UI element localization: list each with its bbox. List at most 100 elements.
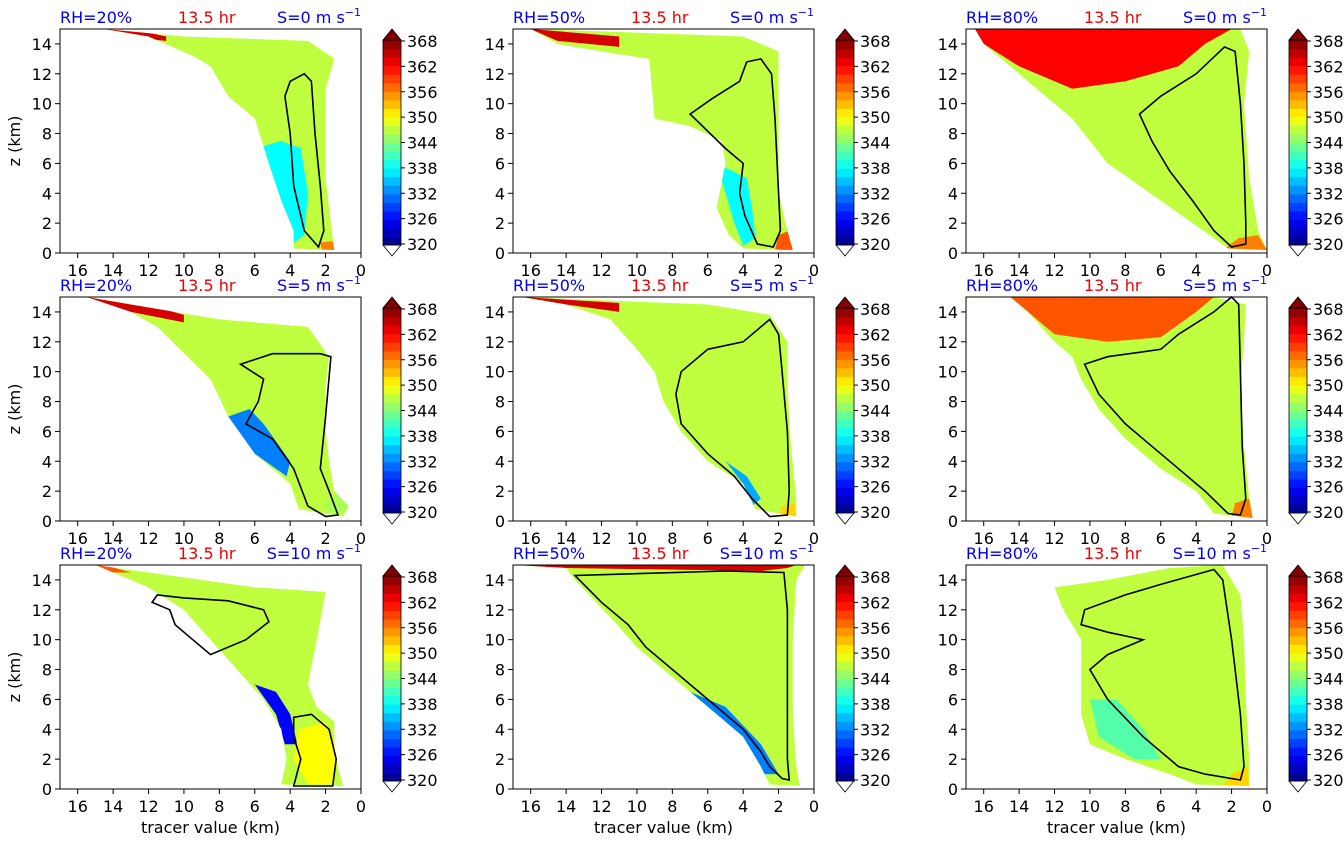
colorbar-level: [383, 57, 401, 67]
y-tick-label: 12: [938, 65, 958, 84]
y-tick-label: 0: [495, 780, 505, 799]
colorbar-level: [1289, 610, 1307, 620]
colorbar-tick-label: 362: [860, 325, 891, 344]
colorbar-level: [836, 738, 854, 748]
field-band: [254, 141, 308, 244]
y-tick-label: 14: [485, 571, 505, 590]
y-tick-label: 14: [32, 571, 52, 590]
x-tick-label: 8: [667, 261, 677, 280]
colorbar-level: [383, 721, 401, 731]
colorbar-tick-label: 326: [407, 210, 438, 229]
y-tick-label: 6: [948, 154, 958, 173]
colorbar-level: [383, 82, 401, 92]
colorbar-level: [836, 65, 854, 75]
colorbar-tick-label: 332: [1313, 720, 1344, 739]
colorbar-tick-label: 320: [407, 235, 438, 254]
colorbar-level: [836, 384, 854, 395]
field-band: [320, 241, 335, 250]
x-tick-label: 0: [356, 261, 366, 280]
x-tick-label: 2: [320, 797, 330, 816]
panel-rh-label: RH=80%: [966, 544, 1038, 563]
y-tick-label: 12: [485, 65, 505, 84]
x-tick-label: 16: [68, 261, 88, 280]
colorbar-tick-label: 350: [1313, 108, 1344, 127]
panel-s-label: S=5 m s−1: [277, 274, 361, 295]
y-tick-label: 4: [495, 720, 505, 739]
x-tick-label: 12: [138, 797, 158, 816]
panel-rh-label: RH=50%: [513, 544, 585, 563]
panel-s-label: S=5 m s−1: [1183, 274, 1267, 295]
colorbar-level: [1289, 142, 1307, 152]
colorbar-tick-label: 332: [1313, 184, 1344, 203]
colorbar-tick-label: 344: [1313, 670, 1344, 689]
y-tick-label: 10: [485, 631, 505, 650]
colorbar-level: [383, 410, 401, 420]
colorbar-level: [383, 453, 401, 463]
unit-exponent: −1: [798, 6, 814, 19]
axes-frame: [59, 28, 362, 254]
panel-time-label: 13.5 hr: [178, 276, 236, 295]
colorbar-level: [836, 367, 854, 377]
colorbar-level: [1289, 593, 1307, 603]
x-tick-label: 6: [250, 797, 260, 816]
colorbar-level: [1289, 436, 1307, 446]
y-axis-label: z (km): [5, 652, 24, 703]
panel-r1c0: 16 14 12 10 8 6 4 2 0 0 2 4 6 8 10 12 14 RH=20% 13.5 hr S=5…: [5, 274, 438, 548]
y-tick-label: 6: [495, 154, 505, 173]
y-axis-label: z (km): [5, 384, 24, 435]
colorbar-level: [383, 495, 401, 506]
colorbar-tick-label: 368: [860, 568, 891, 587]
colorbar-tick-label: 338: [407, 159, 438, 178]
colorbar-level: [383, 746, 401, 756]
colorbar-level: [1289, 82, 1307, 92]
colorbar-level: [836, 661, 854, 671]
x-tick-label: 10: [174, 797, 194, 816]
colorbar-level: [383, 704, 401, 714]
colorbar-level: [1289, 495, 1307, 506]
colorbar-extend-max: [835, 28, 855, 41]
field-band: [228, 409, 291, 477]
colorbar-tick-label: 332: [860, 452, 891, 471]
axes-frame: [965, 28, 1268, 254]
x-tick-label: 6: [1156, 261, 1166, 280]
colorbar-level: [383, 738, 401, 748]
colorbar-tick-label: 344: [860, 402, 891, 421]
colorbar-level: [836, 470, 854, 480]
axes-frame: [59, 296, 362, 522]
colorbar-level: [383, 367, 401, 377]
colorbar-level: [836, 193, 854, 203]
unit-exponent: −1: [1251, 274, 1267, 287]
x-tick-label: 16: [68, 529, 88, 548]
colorbar-level: [836, 316, 854, 326]
y-tick-label: 6: [42, 422, 52, 441]
panel-time-label: 13.5 hr: [178, 544, 236, 563]
unit-exponent: −1: [345, 6, 361, 19]
x-tick-label: 4: [738, 529, 748, 548]
unit-exponent: −1: [345, 274, 361, 287]
y-tick-label: 8: [42, 393, 52, 412]
colorbar-level: [836, 40, 854, 50]
colorbar-level: [836, 202, 854, 212]
y-tick-label: 10: [485, 95, 505, 114]
colorbar-level: [836, 461, 854, 471]
field-band: [95, 565, 131, 573]
panel-rh-label: RH=80%: [966, 276, 1038, 295]
colorbar-level: [383, 712, 401, 722]
colorbar-level: [1289, 227, 1307, 238]
colorbar-level: [836, 593, 854, 603]
colorbar-tick-label: 332: [860, 720, 891, 739]
x-tick-label: 8: [667, 529, 677, 548]
colorbar-tick-label: 320: [1313, 771, 1344, 790]
colorbar-level: [836, 359, 854, 369]
x-tick-label: 6: [703, 797, 713, 816]
x-tick-label: 4: [738, 797, 748, 816]
colorbar-level: [383, 478, 401, 488]
colorbar-tick-label: 350: [860, 644, 891, 663]
panel-rh-label: RH=50%: [513, 8, 585, 27]
colorbar-extend-min: [1288, 780, 1308, 793]
colorbar-level: [1289, 401, 1307, 412]
contour-line: [150, 594, 270, 656]
colorbar-tick-label: 326: [407, 746, 438, 765]
colorbar-tick-label: 350: [407, 376, 438, 395]
colorbar-level: [1289, 185, 1307, 195]
